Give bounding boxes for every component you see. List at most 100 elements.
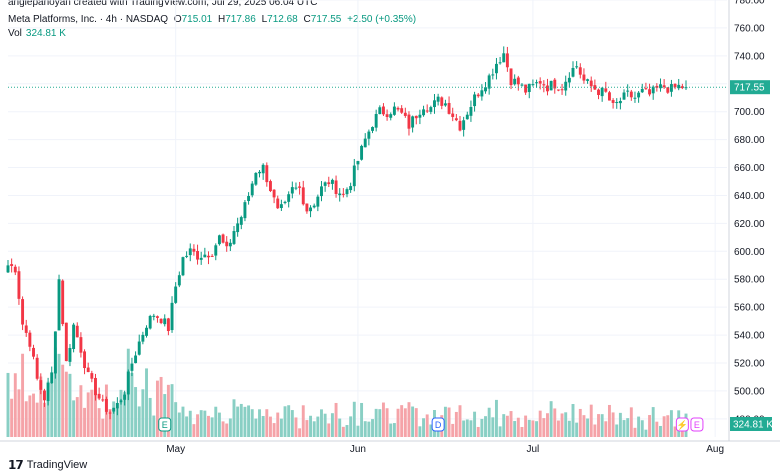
candle-body <box>276 198 280 209</box>
x-tick-label: Aug <box>706 444 724 455</box>
volume-bar <box>6 372 10 437</box>
candle-body <box>378 107 382 115</box>
volume-bar <box>403 408 407 437</box>
event-marker[interactable] <box>431 417 445 432</box>
volume-bar <box>57 353 61 437</box>
volume-bar <box>287 405 291 437</box>
volume-bar <box>538 410 542 437</box>
candle-body <box>221 234 225 243</box>
volume-bar <box>137 406 141 437</box>
volume-bar <box>53 347 57 437</box>
volume-bar <box>640 420 644 437</box>
candle-body <box>239 217 243 225</box>
volume-bar <box>97 408 101 437</box>
candle-body <box>473 94 477 107</box>
volume-bar <box>502 414 506 437</box>
volume-bar <box>155 380 159 437</box>
volume-bar <box>669 410 673 437</box>
volume-bar <box>465 419 469 437</box>
candle-body <box>436 96 440 102</box>
volume-bar <box>575 422 579 437</box>
volume-bar <box>648 415 652 437</box>
candle-body <box>651 86 655 94</box>
volume-bar <box>79 385 83 437</box>
volume-bar <box>454 411 458 437</box>
volume-bar <box>352 401 356 437</box>
volume-bar <box>24 401 28 437</box>
tradingview-logo-text: TradingView <box>26 459 88 471</box>
candle-body <box>429 107 433 112</box>
volume-bar <box>392 423 396 437</box>
candle-body <box>75 325 79 338</box>
close-label: C <box>303 14 311 25</box>
candle-body <box>604 88 608 92</box>
event-marker[interactable] <box>690 417 704 432</box>
volume-bar <box>258 409 261 437</box>
candle-body <box>575 66 579 68</box>
volume-bar <box>39 376 43 437</box>
volume-bar <box>389 423 393 437</box>
volume-bar <box>279 418 283 437</box>
volume-bar <box>309 415 313 437</box>
volume-bar <box>243 406 247 437</box>
volume-bar <box>378 409 382 437</box>
candle-body <box>600 87 604 97</box>
volume-label[interactable]: Vol <box>8 28 22 39</box>
volume-bar <box>163 394 167 437</box>
volume-bar <box>86 392 90 437</box>
candle-body <box>145 327 148 336</box>
volume-bar <box>567 420 571 437</box>
candle-body <box>203 254 207 258</box>
candle-body <box>513 78 517 85</box>
volume-bar <box>516 417 520 437</box>
volume-bar <box>535 421 539 437</box>
event-marker[interactable] <box>158 417 172 432</box>
candle-body <box>177 275 181 286</box>
open-value: 715.01 <box>181 14 213 25</box>
candle-body <box>86 367 90 373</box>
candle-body <box>451 113 455 117</box>
candle-body <box>130 363 134 371</box>
volume-bar <box>250 409 254 437</box>
volume-bar <box>115 407 119 437</box>
candle-body <box>170 302 174 331</box>
candle-body <box>360 145 364 160</box>
volume-bar <box>494 399 498 437</box>
x-tick-label: Jun <box>350 444 366 455</box>
candle-body <box>586 79 590 81</box>
volume-bar <box>145 368 148 437</box>
volume-bar <box>174 402 178 437</box>
candle-body <box>196 250 200 260</box>
candle-body <box>258 171 261 174</box>
volume-bar <box>498 426 502 437</box>
volume-bar <box>130 373 134 437</box>
candle-body <box>115 402 119 409</box>
volume-bar <box>42 402 46 437</box>
candle-body <box>334 180 338 194</box>
volume-bar <box>64 371 68 437</box>
candle-body <box>119 400 123 403</box>
y-tick-label: 560.00 <box>734 303 765 314</box>
candle-body <box>411 116 415 128</box>
candle-body <box>10 264 14 266</box>
volume-bar <box>276 412 280 437</box>
candle-body <box>673 83 677 88</box>
candle-body <box>556 89 560 91</box>
volume-bar <box>480 418 484 437</box>
volume-bar <box>531 420 535 437</box>
candle-body <box>589 80 593 87</box>
volume-bar <box>491 417 495 437</box>
candle-body <box>465 114 469 120</box>
candle-body <box>261 164 265 174</box>
y-tick-label: 660.00 <box>734 163 765 174</box>
current-volume-badge <box>730 417 772 431</box>
event-marker[interactable] <box>675 417 689 432</box>
candle-body <box>283 201 287 204</box>
volume-bar <box>578 408 582 437</box>
symbol-title[interactable]: Meta Platforms, Inc. · 4h · NASDAQ <box>8 14 169 25</box>
low-value: 712.68 <box>267 14 298 25</box>
candle-body <box>367 131 371 139</box>
candle-body <box>633 97 637 99</box>
volume-bar <box>232 399 236 437</box>
